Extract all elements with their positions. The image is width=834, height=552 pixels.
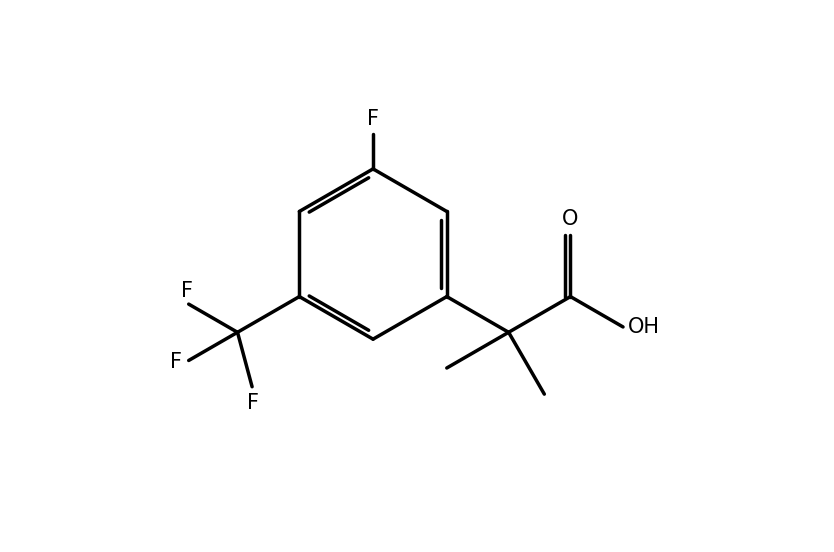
Text: F: F [181,281,193,301]
Text: O: O [562,209,579,229]
Text: F: F [247,393,259,413]
Text: OH: OH [627,317,660,337]
Text: F: F [170,352,183,371]
Text: F: F [367,109,379,129]
